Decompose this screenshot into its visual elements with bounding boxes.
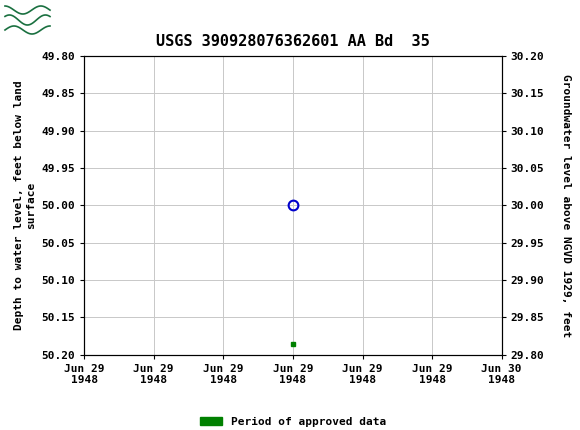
Text: USGS: USGS — [58, 10, 122, 30]
Bar — [4, 2, 54, 38]
Y-axis label: Depth to water level, feet below land
surface: Depth to water level, feet below land su… — [14, 80, 36, 330]
Y-axis label: Groundwater level above NGVD 1929, feet: Groundwater level above NGVD 1929, feet — [561, 74, 571, 337]
Title: USGS 390928076362601 AA Bd  35: USGS 390928076362601 AA Bd 35 — [156, 34, 430, 49]
Legend: Period of approved data: Period of approved data — [195, 412, 390, 430]
